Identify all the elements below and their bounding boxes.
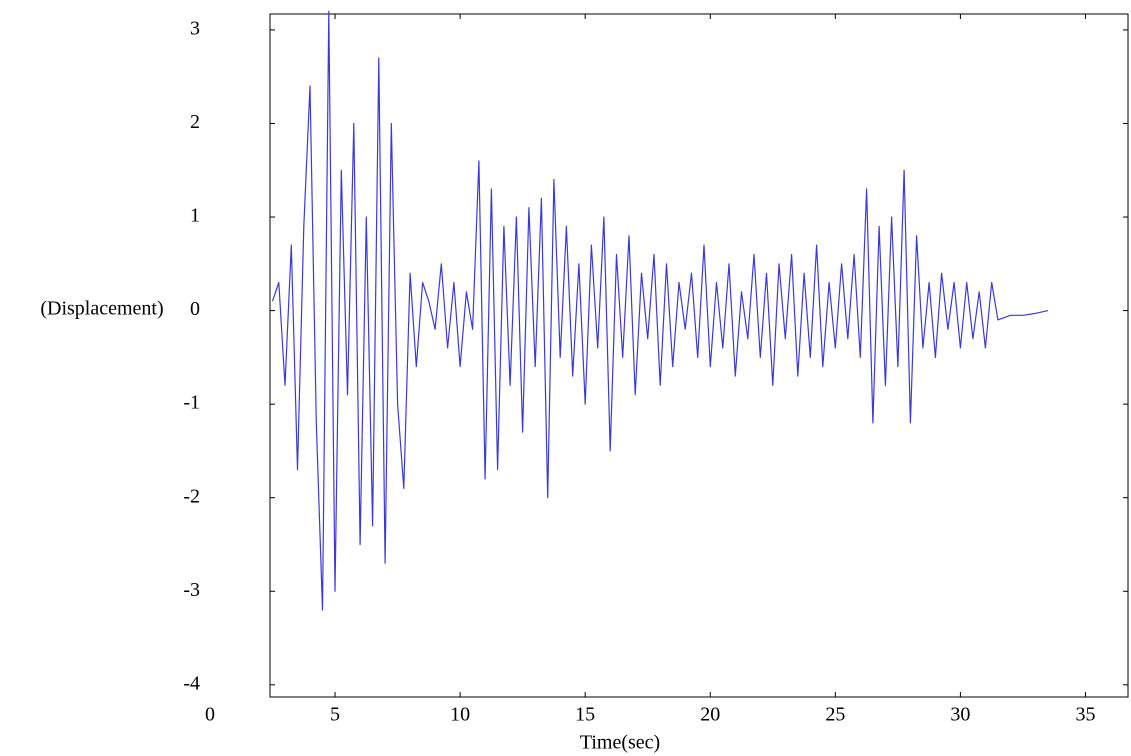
x-tick-label: 20 <box>700 704 720 726</box>
x-tick-label: 0 <box>205 704 215 726</box>
y-tick-label: 2 <box>190 111 200 133</box>
y-tick-label: -1 <box>183 392 200 414</box>
y-tick-label: -4 <box>183 672 200 694</box>
y-tick-label: 3 <box>190 17 200 39</box>
x-tick-label: 35 <box>1075 704 1095 726</box>
x-tick-label: 5 <box>330 704 340 726</box>
x-tick-label: 10 <box>450 704 470 726</box>
y-tick-label: -2 <box>183 485 200 507</box>
x-tick-label: 25 <box>825 704 845 726</box>
x-axis-label: Time(sec) <box>580 732 660 754</box>
x-tick-label: 15 <box>575 704 595 726</box>
y-axis-label: (Displacement) <box>40 298 163 320</box>
y-tick-label: 1 <box>190 205 200 227</box>
y-tick-label: 0 <box>190 298 200 320</box>
y-tick-label: -3 <box>183 579 200 601</box>
data-line <box>271 10 1049 611</box>
x-tick-label: 30 <box>950 704 970 726</box>
plot-frame <box>269 13 1129 698</box>
